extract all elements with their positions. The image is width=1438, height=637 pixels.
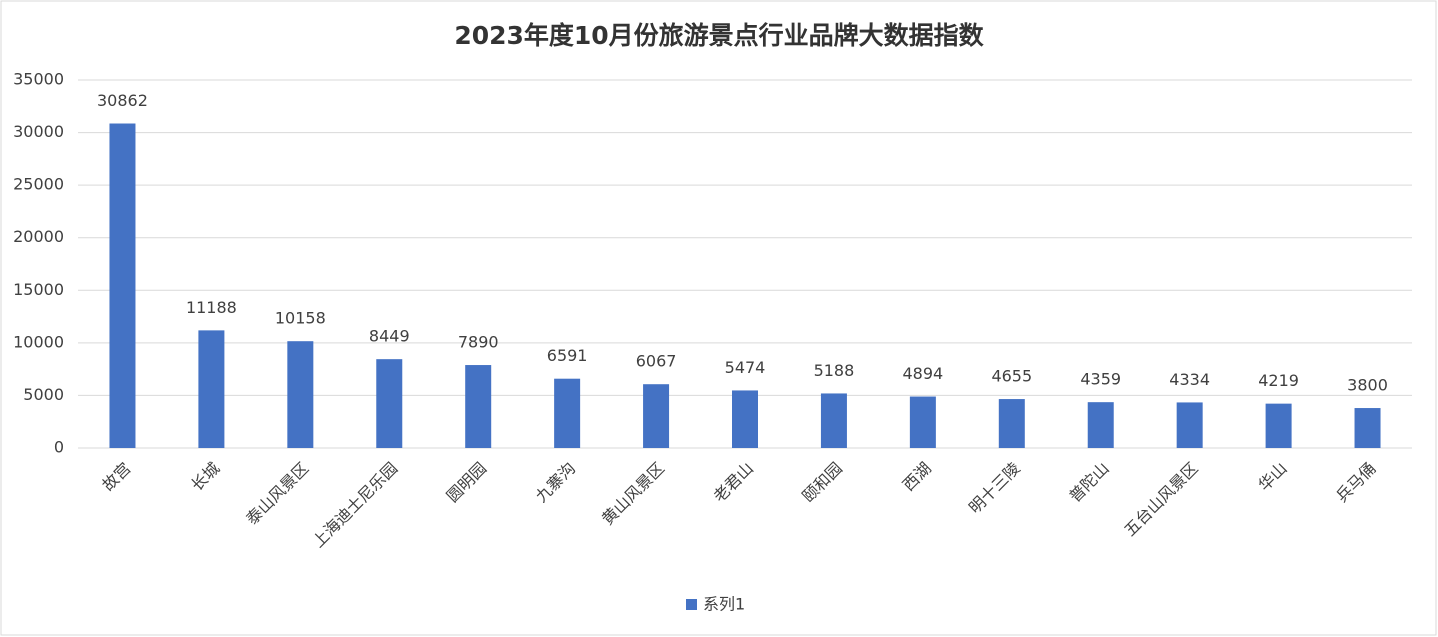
bar [1176, 402, 1203, 448]
bar [1087, 402, 1114, 448]
data-label: 6067 [636, 352, 677, 371]
data-label: 4334 [1169, 370, 1210, 389]
bar [909, 396, 936, 448]
bar [554, 378, 581, 448]
data-label: 4655 [991, 367, 1032, 386]
bar [376, 359, 403, 448]
y-tick-label: 15000 [13, 280, 64, 299]
bar [998, 399, 1025, 448]
y-tick-label: 0 [54, 438, 64, 457]
y-tick-label: 20000 [13, 227, 64, 246]
bar [465, 365, 492, 448]
data-label: 5474 [725, 358, 766, 377]
y-tick-label: 5000 [23, 385, 64, 404]
bar [643, 384, 670, 448]
y-tick-label: 30000 [13, 122, 64, 141]
y-tick-label: 10000 [13, 332, 64, 351]
bar [1354, 408, 1381, 448]
bar [109, 123, 136, 448]
data-label: 8449 [369, 327, 410, 346]
data-label: 6591 [547, 346, 588, 365]
data-label: 3800 [1347, 376, 1388, 395]
bar [198, 330, 225, 448]
y-tick-label: 25000 [13, 175, 64, 194]
data-label: 11188 [186, 298, 237, 317]
data-label: 30862 [97, 91, 148, 110]
bar [287, 341, 314, 448]
data-label: 7890 [458, 333, 499, 352]
data-label: 4359 [1080, 370, 1121, 389]
data-label: 10158 [275, 309, 326, 328]
y-tick-label: 35000 [13, 70, 64, 89]
legend-swatch [686, 599, 697, 610]
data-label: 5188 [814, 361, 855, 380]
data-label: 4894 [903, 364, 944, 383]
chart-title: 2023年度10月份旅游景点行业品牌大数据指数 [454, 21, 984, 50]
data-label: 4219 [1258, 371, 1299, 390]
legend-label: 系列1 [703, 595, 745, 614]
bar [1265, 403, 1292, 448]
bar [820, 393, 847, 448]
bar [732, 390, 758, 448]
